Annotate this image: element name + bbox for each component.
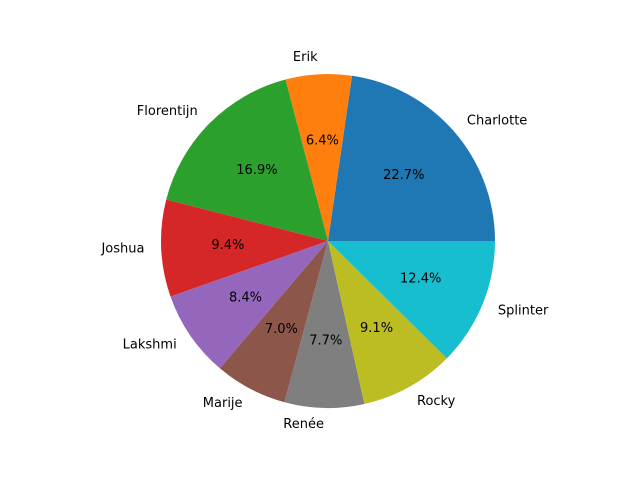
pie-slices — [160, 73, 495, 408]
slice-label-charlotte: Charlotte — [467, 113, 527, 128]
pie-slice-charlotte — [328, 75, 495, 242]
pct-label-rocky: 9.1% — [360, 321, 393, 336]
slice-label-marije: Marije — [203, 396, 243, 411]
pie-slice-splinter — [328, 241, 495, 359]
pct-label-charlotte: 22.7% — [383, 168, 424, 183]
pct-label-florentijn: 16.9% — [236, 163, 277, 178]
slice-label-renee: Renée — [283, 417, 324, 432]
pie-slice-marije — [219, 241, 328, 403]
slice-label-joshua: Joshua — [100, 242, 144, 257]
pie-slice-rocky — [328, 241, 447, 404]
slice-label-splinter: Splinter — [498, 303, 549, 318]
percentage-labels: 22.7% 6.4% 16.9% 9.4% 8.4% 7.0% 7.7% 9.1% 12.4% — [211, 133, 441, 348]
pct-label-joshua: 9.4% — [211, 238, 244, 253]
pct-label-splinter: 12.4% — [400, 272, 441, 287]
pct-label-marije: 7.0% — [265, 322, 298, 337]
pie-slice-lakshmi — [170, 241, 328, 369]
slice-label-erik: Erik — [293, 50, 318, 65]
slice-label-lakshmi: Lakshmi — [123, 338, 177, 353]
pie-slice-erik — [285, 73, 353, 241]
slice-label-rocky: Rocky — [417, 394, 456, 409]
pie-slice-joshua — [160, 199, 328, 297]
slice-name-labels: Charlotte Erik Florentijn Joshua Lakshmi Mari… — [100, 50, 549, 432]
pct-label-lakshmi: 8.4% — [229, 290, 262, 305]
pie-slice-renee — [284, 241, 365, 408]
pct-label-renee: 7.7% — [309, 334, 342, 349]
slice-label-florentijn: Florentijn — [137, 104, 198, 119]
pct-label-erik: 6.4% — [306, 133, 339, 148]
pie-slice-florentijn — [166, 79, 328, 242]
